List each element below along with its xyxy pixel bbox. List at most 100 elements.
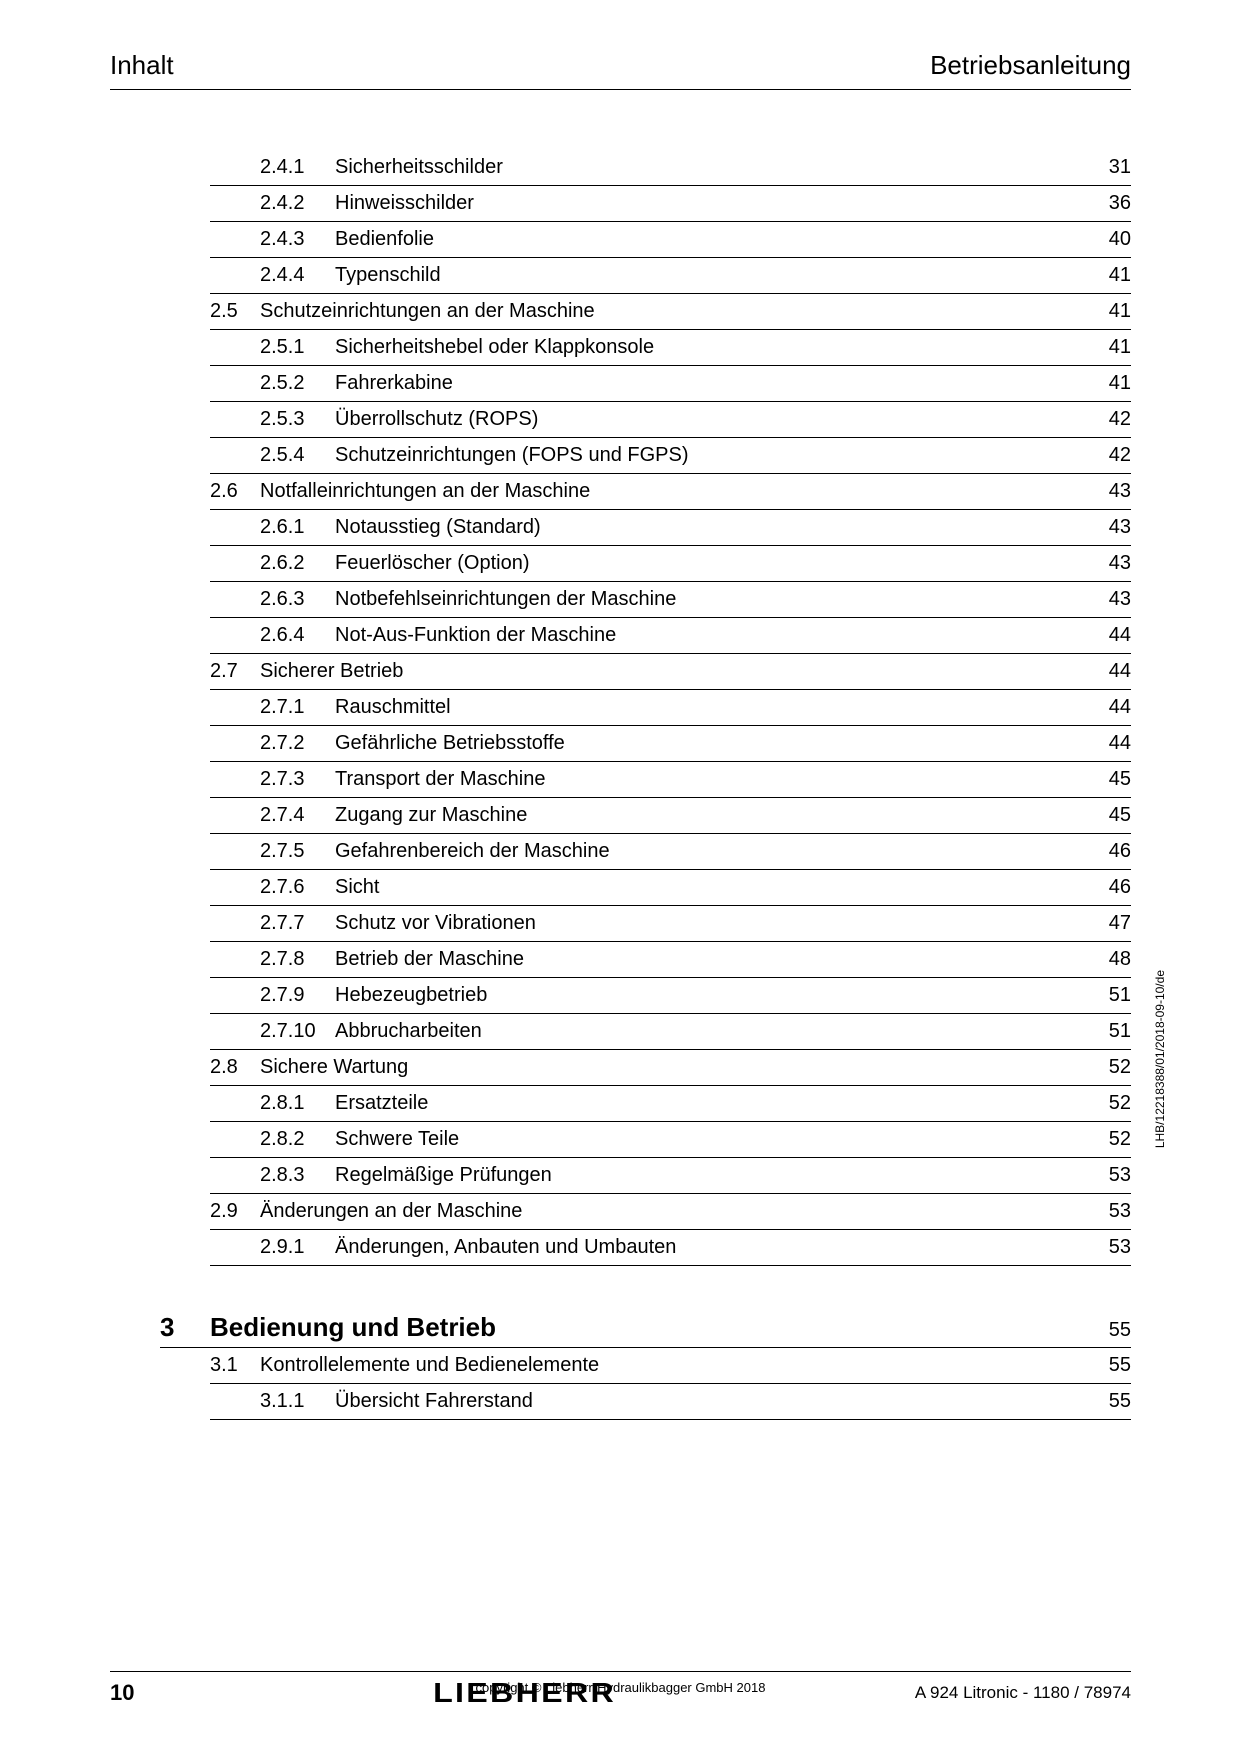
model-info: A 924 Litronic - 1180 / 78974 [915,1683,1131,1703]
toc-page: 36 [1081,192,1131,215]
toc-subsection-number: 2.7.4 [260,804,335,827]
toc-subsection-title: Typenschild [335,264,1081,287]
toc-subsection-number: 2.4.1 [260,156,335,179]
toc-subsection-title: Zugang zur Maschine [335,804,1081,827]
header-left: Inhalt [110,50,174,81]
toc-section-number: 2.5 [210,300,260,323]
toc-page: 45 [1081,804,1131,827]
toc-row: 2.7Sicherer Betrieb44 [210,654,1131,690]
toc-row: 2.7.6Sicht46 [210,870,1131,906]
toc-subsection-number: 3.1.1 [260,1390,335,1413]
toc-row: 2.9.1Änderungen, Anbauten und Umbauten53 [210,1230,1131,1266]
toc-subsection-number: 2.4.2 [260,192,335,215]
toc-subsection-title: Betrieb der Maschine [335,948,1081,971]
toc-subsection-number: 2.5.1 [260,336,335,359]
toc-page: 47 [1081,912,1131,935]
toc-section-number: 2.6 [210,480,260,503]
toc-page: 53 [1081,1200,1131,1223]
toc-subsection-title: Notbefehlseinrichtungen der Maschine [335,588,1081,611]
toc-subsection-number: 2.6.1 [260,516,335,539]
toc-chapter-number: 3 [160,1312,210,1343]
toc-page: 44 [1081,732,1131,755]
toc-page: 43 [1081,516,1131,539]
toc-page: 52 [1081,1056,1131,1079]
toc-subsection-title: Rauschmittel [335,696,1081,719]
toc-subsection-title: Transport der Maschine [335,768,1081,791]
toc-subsection-title: Notausstieg (Standard) [335,516,1081,539]
toc-subsection-number: 2.6.2 [260,552,335,575]
toc-page: 42 [1081,408,1131,431]
toc-section-title: Kontrollelemente und Bedienelemente [260,1354,1081,1377]
toc-page: 40 [1081,228,1131,251]
toc-section-title: Änderungen an der Maschine [260,1200,1081,1223]
toc-row: 2.7.4Zugang zur Maschine45 [210,798,1131,834]
toc-subsection-number: 2.7.6 [260,876,335,899]
toc-subsection-number: 2.5.2 [260,372,335,395]
toc-row: 2.8.1Ersatzteile52 [210,1086,1131,1122]
toc-row: 2.6Notfalleinrichtungen an der Maschine4… [210,474,1131,510]
toc-section-title: Notfalleinrichtungen an der Maschine [260,480,1081,503]
toc-page: 55 [1081,1354,1131,1377]
toc-row: 2.5.2Fahrerkabine41 [210,366,1131,402]
toc-section-title: Schutzeinrichtungen an der Maschine [260,300,1081,323]
toc-subsection-number: 2.7.10 [260,1020,335,1043]
toc-subsection-number: 2.8.3 [260,1164,335,1187]
toc-row: 2.5.4Schutzeinrichtungen (FOPS und FGPS)… [210,438,1131,474]
toc-page: 41 [1081,300,1131,323]
toc-row: 2.5.1Sicherheitshebel oder Klappkonsole4… [210,330,1131,366]
toc-page: 53 [1081,1236,1131,1259]
toc-row: 2.6.2Feuerlöscher (Option)43 [210,546,1131,582]
toc-row: 2.6.1Notausstieg (Standard)43 [210,510,1131,546]
toc-row: 2.8Sichere Wartung52 [210,1050,1131,1086]
toc-page: 31 [1081,156,1131,179]
page-footer: copyright © Liebherr-Hydraulikbagger Gmb… [110,1671,1131,1709]
toc-subsection-number: 2.7.3 [260,768,335,791]
toc-subsection-number: 2.7.2 [260,732,335,755]
toc-subsection-number: 2.5.3 [260,408,335,431]
toc-subsection-number: 2.5.4 [260,444,335,467]
toc-row: 2.9Änderungen an der Maschine53 [210,1194,1131,1230]
toc-row: 2.5Schutzeinrichtungen an der Maschine41 [210,294,1131,330]
toc-chapter-title: Bedienung und Betrieb [210,1312,1081,1343]
toc-row: 2.4.4Typenschild41 [210,258,1131,294]
toc-subsection-title: Gefahrenbereich der Maschine [335,840,1081,863]
toc-row: 2.6.4Not-Aus-Funktion der Maschine44 [210,618,1131,654]
toc-row: 3Bedienung und Betrieb55 [160,1306,1131,1348]
toc-subsection-title: Sicherheitshebel oder Klappkonsole [335,336,1081,359]
toc-section-number: 2.8 [210,1056,260,1079]
toc-subsection-title: Fahrerkabine [335,372,1081,395]
toc-subsection-title: Ersatzteile [335,1092,1081,1115]
toc-subsection-number: 2.7.8 [260,948,335,971]
toc-page: 53 [1081,1164,1131,1187]
toc-subsection-title: Regelmäßige Prüfungen [335,1164,1081,1187]
toc-subsection-number: 2.7.1 [260,696,335,719]
toc-row: 2.7.5Gefahrenbereich der Maschine46 [210,834,1131,870]
toc-page: 55 [1081,1319,1131,1342]
liebherr-logo: LIEBHERR [433,1677,616,1709]
toc-page: 44 [1081,696,1131,719]
page-number: 10 [110,1680,134,1706]
toc-subsection-title: Sicht [335,876,1081,899]
page-header: Inhalt Betriebsanleitung [110,50,1131,90]
toc-row: 2.4.3Bedienfolie40 [210,222,1131,258]
toc-page: 52 [1081,1128,1131,1151]
toc-subsection-number: 2.8.2 [260,1128,335,1151]
toc-subsection-number: 2.9.1 [260,1236,335,1259]
toc-subsection-title: Überrollschutz (ROPS) [335,408,1081,431]
toc-subsection-title: Schutzeinrichtungen (FOPS und FGPS) [335,444,1081,467]
toc-page: 48 [1081,948,1131,971]
side-document-id: LHB/12218388/01/2018-09-10/de [1153,970,1167,1148]
toc-page: 43 [1081,588,1131,611]
toc-page: 51 [1081,984,1131,1007]
toc-subsection-number: 2.4.4 [260,264,335,287]
toc-page: 55 [1081,1390,1131,1413]
toc-page: 42 [1081,444,1131,467]
toc-page: 46 [1081,840,1131,863]
toc-subsection-title: Hebezeugbetrieb [335,984,1081,1007]
toc-page: 52 [1081,1092,1131,1115]
toc-row: 2.7.9Hebezeugbetrieb51 [210,978,1131,1014]
toc-row: 2.7.8Betrieb der Maschine48 [210,942,1131,978]
toc-section-title: Sicherer Betrieb [260,660,1081,683]
toc-page: 51 [1081,1020,1131,1043]
toc-subsection-title: Schwere Teile [335,1128,1081,1151]
